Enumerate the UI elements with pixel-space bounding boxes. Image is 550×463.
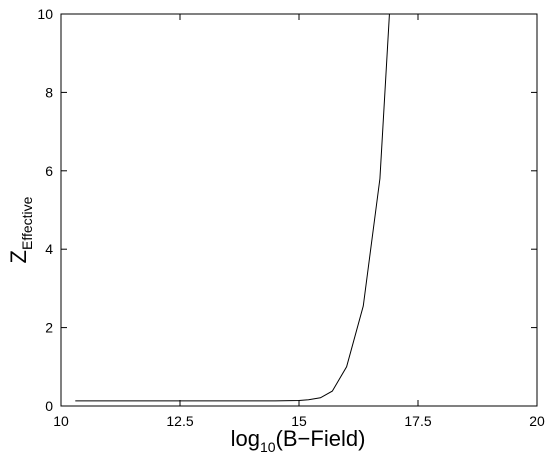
x-tick-label: 12.5 bbox=[166, 413, 193, 429]
x-tick-label: 20 bbox=[529, 413, 545, 429]
series-line bbox=[75, 14, 390, 402]
x-axis-title-suffix: (B−Field) bbox=[276, 426, 366, 451]
x-tick-label: 17.5 bbox=[404, 413, 431, 429]
y-axis-title-main: Z bbox=[6, 250, 31, 263]
x-tick-label: 10 bbox=[53, 413, 69, 429]
x-axis-title-prefix: log bbox=[231, 426, 260, 451]
y-tick-label: 10 bbox=[37, 6, 53, 22]
y-tick-label: 0 bbox=[45, 398, 53, 414]
x-axis-title: log10(B−Field) bbox=[231, 426, 366, 455]
y-axis-title: ZEffective bbox=[6, 196, 35, 263]
y-tick-label: 8 bbox=[45, 84, 53, 100]
y-tick-label: 6 bbox=[45, 163, 53, 179]
y-tick-label: 4 bbox=[45, 241, 53, 257]
series-group bbox=[75, 14, 390, 402]
y-axis-title-subscript: Effective bbox=[19, 196, 35, 250]
x-tick-label: 15 bbox=[291, 413, 307, 429]
plot-area bbox=[60, 13, 538, 407]
x-axis-ticks: 10 12.5 15 17.5 20 bbox=[53, 14, 545, 429]
y-tick-label: 2 bbox=[45, 320, 53, 336]
x-axis-title-subscript: 10 bbox=[260, 439, 276, 455]
plot-frame bbox=[60, 13, 538, 407]
y-axis-ticks: 0 2 4 6 8 10 bbox=[37, 6, 537, 414]
